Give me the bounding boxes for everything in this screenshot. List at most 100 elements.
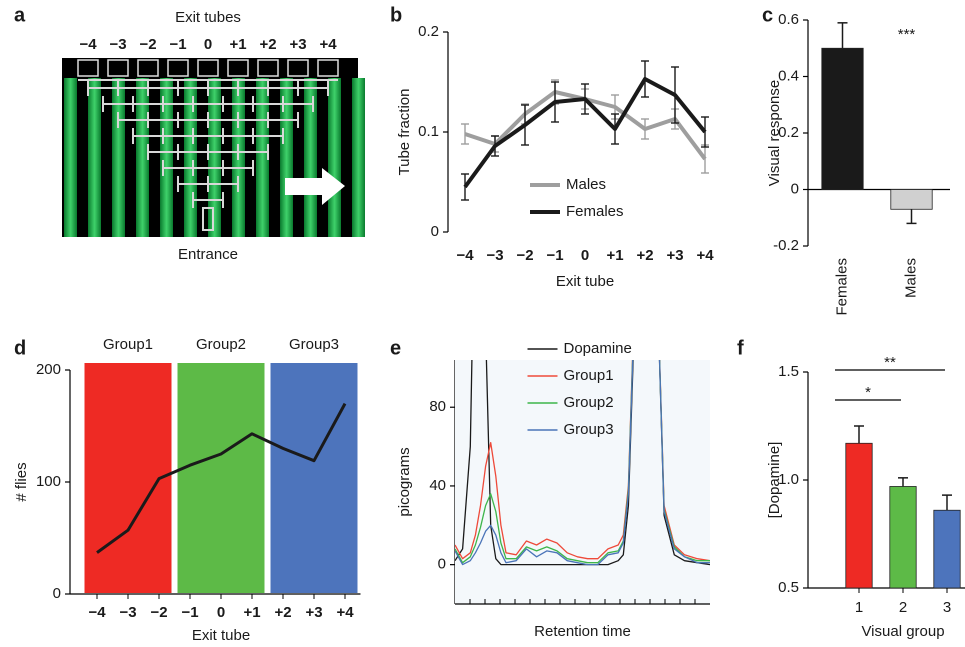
x-tick-label: +2 [636,247,653,264]
y-tick-label: -0.2 [773,237,799,254]
x-tick-label: −2 [516,247,533,264]
stripe [280,78,293,237]
legend-label: Females [566,203,624,220]
y-tick-label: 0.1 [418,123,439,140]
plot-area [455,360,710,566]
x-tick-label: 0 [581,247,589,264]
diagram-label: Entrance [178,246,238,263]
exit-tube-label: +3 [289,36,306,53]
legend-label: Dopamine [564,340,632,357]
legend-label: Males [566,176,606,193]
panel-letter: c [762,4,773,26]
x-tick-label: +3 [305,604,322,621]
series-line [455,360,710,566]
exit-tube-label: −3 [109,36,126,53]
exit-tube [317,59,339,77]
legend-label: Group3 [564,421,614,438]
group-region [177,363,265,593]
group-label: Group2 [196,336,246,353]
series-line [463,77,707,189]
x-tick-label: −4 [456,247,474,264]
exit-tube-label: +4 [319,36,337,53]
significance-label: * [865,384,871,401]
exit-tube [167,59,189,77]
exit-tube [197,59,219,77]
significance-label: ** [884,354,896,371]
exit-tube-label: +1 [229,36,246,53]
stripe [256,78,269,237]
y-tick-label: 80 [429,398,446,415]
series-line [455,360,710,562]
x-tick-label: +1 [243,604,260,621]
y-axis-label: picograms [396,447,413,516]
x-tick-label: −4 [88,604,106,621]
stripe [304,78,317,237]
x-tick-label: −1 [181,604,198,621]
x-tick-label: 0 [217,604,225,621]
significance-label: *** [898,26,916,43]
y-tick-label: 0.4 [778,67,799,84]
stripe [352,78,365,237]
stripe [64,78,77,237]
x-axis-label: Visual group [861,623,944,640]
x-tick-label: +4 [336,604,354,621]
exit-tube-label: −1 [169,36,186,53]
bar [889,486,917,589]
x-tick-label: +4 [696,247,714,264]
bar [890,189,933,210]
panel-letter: e [390,337,401,359]
bar [821,47,864,190]
bar [845,442,873,589]
stripe [328,78,341,237]
x-tick-label: −3 [119,604,136,621]
x-axis-label: Exit tube [556,273,614,290]
x-axis-label: Retention time [534,623,631,640]
group-label: Group1 [103,336,153,353]
y-tick-label: 0 [431,223,439,240]
diagram-title: Exit tubes [175,9,241,26]
exit-tube [257,59,279,77]
x-tick-label: 3 [943,599,951,616]
legend-label: Group2 [564,394,614,411]
panel-letter: b [390,4,402,26]
x-tick-label: −1 [546,247,563,264]
y-axis-label: [Dopamine] [766,442,783,519]
x-tick-label: Females [833,258,850,316]
exit-tube [137,59,159,77]
stripe [208,78,221,237]
stripe [136,78,149,237]
exit-tube [77,59,99,77]
x-tick-label: −3 [486,247,503,264]
y-tick-label: 0.2 [418,23,439,40]
stripe [184,78,197,237]
panel-letter: d [14,337,26,359]
x-tick-label: −2 [150,604,167,621]
y-tick-label: 100 [36,473,61,490]
exit-tube [107,59,129,77]
legend-label: Group1 [564,367,614,384]
x-tick-label: +2 [274,604,291,621]
series-line [455,360,710,564]
top-band [62,58,358,76]
stripe [160,78,173,237]
y-tick-label: 1.0 [778,471,799,488]
y-tick-label: 200 [36,361,61,378]
x-tick-label: 1 [855,599,863,616]
exit-tube [287,59,309,77]
series-line [96,402,347,554]
arrow [285,168,345,205]
y-tick-label: 0 [53,585,61,602]
group-region [84,363,172,593]
group-label: Group3 [289,336,339,353]
bar [933,509,961,589]
exit-tube-label: −4 [79,36,97,53]
y-tick-label: 0.2 [778,124,799,141]
stripe [112,78,125,237]
group-region [270,363,358,593]
stripe [88,78,101,237]
exit-tube-label: +2 [259,36,276,53]
series-line [455,360,710,566]
y-axis-label: # flies [13,462,30,501]
